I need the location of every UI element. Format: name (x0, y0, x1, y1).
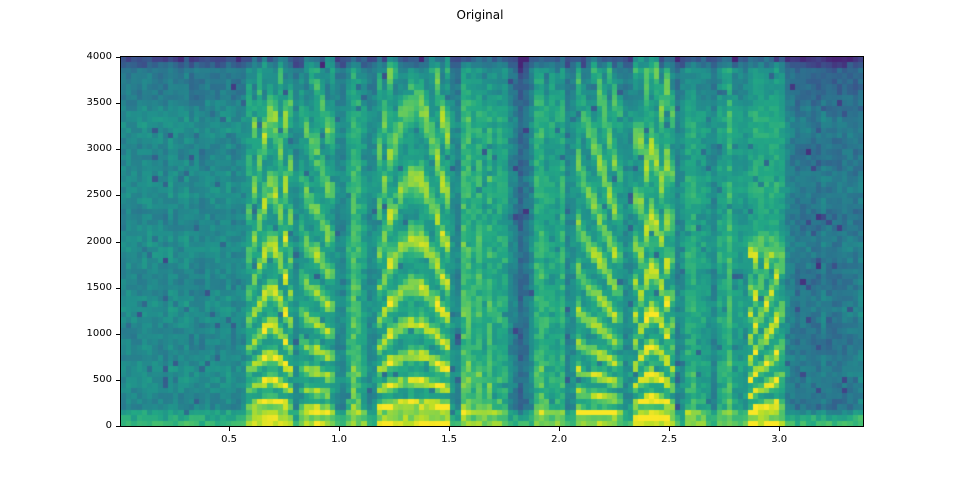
y-tick-label: 4000 (86, 51, 112, 62)
y-tick-label: 0 (105, 420, 112, 431)
x-tick-label: 1.5 (441, 434, 458, 445)
x-tick-label: 3.0 (771, 434, 788, 445)
y-tick-label: 500 (92, 373, 112, 385)
y-tick-label: 3000 (86, 143, 112, 155)
y-tickmark (116, 334, 120, 335)
axes-frame (120, 56, 864, 427)
y-tick-label: 3500 (86, 97, 112, 109)
y-tick-label: 1000 (86, 327, 112, 339)
y-tickmark (116, 103, 120, 104)
x-tick-label: 2.0 (551, 434, 568, 445)
x-tickmark (229, 427, 230, 431)
x-tickmark (449, 427, 450, 431)
y-tickmark (116, 57, 120, 58)
x-tickmark (779, 427, 780, 431)
chart-title: Original (456, 8, 504, 22)
y-tickmark (116, 380, 120, 381)
y-tickmark (116, 242, 120, 243)
x-tickmark (559, 427, 560, 431)
x-tick-label: 1.0 (331, 434, 348, 445)
spectrogram-canvas (121, 57, 863, 426)
y-tick-label: 2000 (86, 235, 112, 247)
x-tickmark (669, 427, 670, 431)
y-tickmark (116, 426, 120, 427)
x-tick-label: 0.5 (221, 434, 237, 445)
x-tick-label: 2.5 (661, 434, 678, 445)
x-tickmark (339, 427, 340, 431)
y-tick-label: 1500 (86, 281, 112, 293)
y-tickmark (116, 288, 120, 289)
y-tick-label: 2500 (86, 189, 112, 201)
y-tickmark (116, 195, 120, 196)
y-tickmark (116, 149, 120, 150)
